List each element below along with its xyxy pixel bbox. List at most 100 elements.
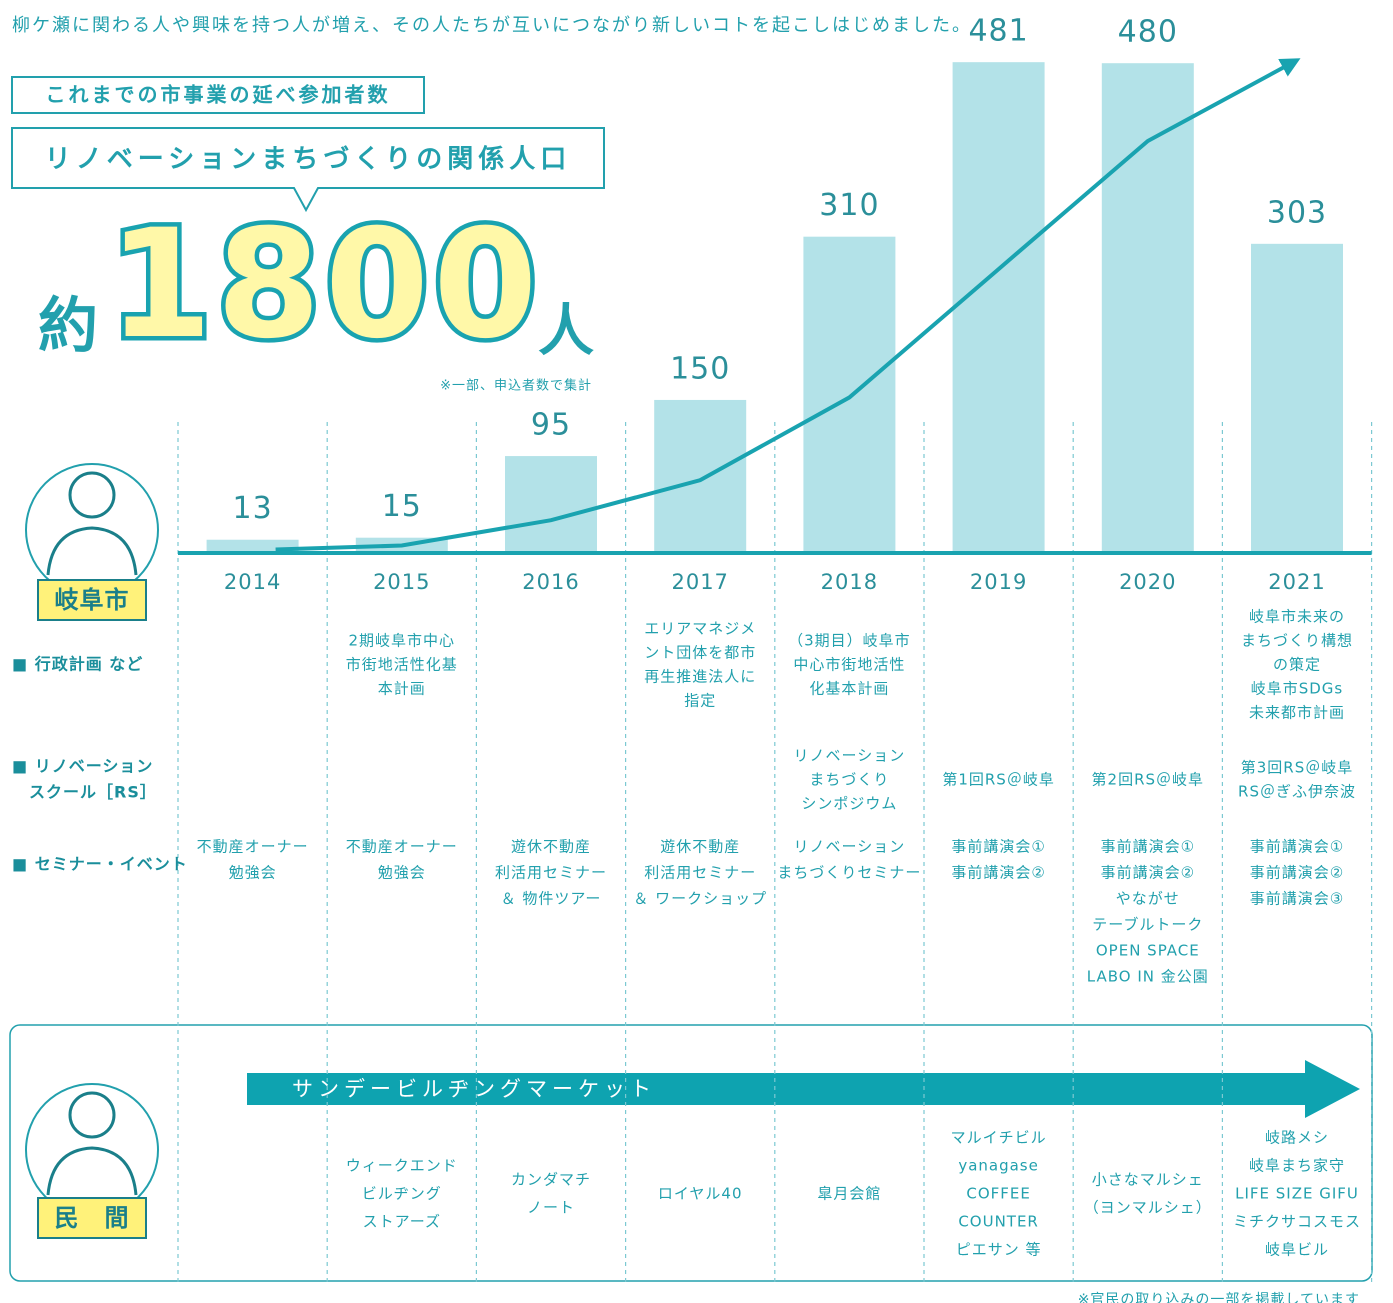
market-label: サンデービルヂングマーケット [292,1077,656,1101]
cell-text: 中心市街地活性 [793,656,905,674]
cell-text: 事前講演会② [951,864,1045,882]
cell-text: リノベーション [794,747,906,765]
private-label: 民 間 [55,1204,130,1232]
private-item: 岐阜ビル [1265,1241,1329,1259]
total-unit: 人 [538,299,595,364]
private-item: ストアーズ [363,1213,441,1231]
infographic: 柳ケ瀬に関わる人や興味を持つ人が増え、その人たちが互いにつながり新しいコトを起こ… [0,0,1393,1303]
bar-value: 13 [233,491,273,526]
private-item: COFFEE [966,1185,1031,1203]
row-label: ■ リノベーション [12,757,153,776]
cell-text: 勉強会 [378,864,426,882]
cell-text: 事前講演会① [1101,838,1195,856]
cell-text: 2期岐阜市中心 [349,632,456,650]
private-item: ビルヂング [362,1185,442,1203]
private-item: 岐阜まち家守 [1249,1157,1345,1175]
private-item: ウィークエンド [346,1157,458,1175]
cell-text: やながせ [1116,890,1180,908]
cell-text: 未来都市計画 [1249,704,1345,722]
city-icon-head [70,473,114,517]
total-prefix: 約 [38,292,99,362]
bar [1102,63,1194,553]
cell-text: LABO IN 金公園 [1087,968,1209,986]
private-item: COUNTER [958,1213,1039,1231]
private-item: 皐月会館 [817,1185,881,1203]
cell-text: 岐阜市未来の [1249,608,1345,626]
year-label: 2016 [522,570,579,594]
cell-text: 遊休不動産 [511,838,591,856]
year-label: 2014 [224,570,281,594]
footnote: ※官民の取り込みの一部を掲載しています [1078,1292,1360,1303]
cell-text: 事前講演会② [1250,864,1344,882]
cell-text: （3期目）岐阜市 [788,632,911,650]
cell-text: 市街地活性化基 [346,656,458,674]
cell-text: ント団体を都市 [644,644,756,662]
bar-value: 150 [670,351,730,386]
cell-text: 指定 [684,692,716,710]
cell-text: まちづくりセミナー [777,864,921,882]
row-label: スクール［RS］ [12,783,157,802]
row-label: ■ 行政計画 など [12,655,143,674]
private-item: マルイチビル [951,1129,1047,1147]
cell-text: OPEN SPACE [1096,942,1200,960]
private-item: yanagase [958,1157,1039,1175]
cell-text: エリアマネジメ [644,620,756,638]
private-item: ピエサン 等 [956,1241,1042,1259]
cell-text: 不動産オーナー [197,838,309,856]
caption: これまでの市事業の延べ参加者数 [46,83,391,107]
cell-text: テーブルトーク [1092,916,1203,934]
private-item: 岐路メシ [1265,1129,1329,1147]
cell-text: 化基本計画 [809,680,889,698]
cell-text: 不動産オーナー [346,838,458,856]
cell-text: 第1回RS＠岐阜 [942,771,1055,789]
bar-value: 95 [531,408,571,443]
private-icon-head [70,1093,114,1137]
bar [505,456,597,553]
year-label: 2020 [1119,570,1176,594]
year-label: 2018 [821,570,878,594]
private-item: カンダマチ [511,1171,591,1189]
cell-text: RS＠ぎふ伊奈波 [1238,783,1356,801]
row-label: ■ セミナー・イベント [12,855,188,874]
year-label: 2015 [373,570,430,594]
city-label: 岐阜市 [55,586,130,614]
intro: 柳ケ瀬に関わる人や興味を持つ人が増え、その人たちが互いにつながり新しいコトを起こ… [12,15,972,36]
cell-text: ＆ 物件ツアー [501,890,602,908]
cell-text: 本計画 [378,680,426,698]
cell-text: まちづくり構想 [1241,632,1353,650]
bar [1251,244,1343,553]
private-item: ミチクサコスモス [1233,1213,1361,1231]
cell-text: 再生推進法人に [644,668,756,686]
private-item: LIFE SIZE GIFU [1235,1185,1359,1203]
cell-text: 事前講演会① [951,838,1045,856]
private-item: 小さなマルシェ [1092,1171,1204,1189]
bar-value: 310 [819,188,879,223]
cell-text: リノベーション [794,838,906,856]
cell-text: シンポジウム [801,795,897,813]
cell-text: 第2回RS＠岐阜 [1092,771,1205,789]
headline: リノベーションまちづくりの関係人口 [45,145,571,175]
private-item: ロイヤル40 [658,1185,743,1203]
private-box [10,1025,1372,1281]
cell-text: 事前講演会③ [1250,890,1344,908]
cell-text: 利活用セミナー [495,864,607,882]
private-item: （ヨンマルシェ） [1084,1199,1212,1217]
bar [953,62,1045,553]
note: ※一部、申込者数で集計 [440,378,592,394]
cell-text: まちづくり [809,771,889,789]
cell-text: 岐阜市SDGs [1251,680,1344,698]
cell-text: 事前講演会① [1250,838,1344,856]
year-label: 2019 [970,570,1027,594]
bar-value: 480 [1118,15,1178,50]
bar-value: 303 [1267,195,1327,230]
bar-value: 15 [382,489,422,524]
cell-text: 勉強会 [229,864,277,882]
cell-text: 第3回RS＠岐阜 [1241,759,1354,777]
year-label: 2021 [1268,570,1325,594]
private-item: ノート [527,1199,575,1217]
cell-text: 事前講演会② [1101,864,1195,882]
cell-text: 利活用セミナー [644,864,756,882]
cell-text: ＆ ワークショップ [633,890,767,908]
bar-value: 481 [968,14,1028,49]
page: 柳ケ瀬に関わる人や興味を持つ人が増え、その人たちが互いにつながり新しいコトを起こ… [0,0,1393,1303]
